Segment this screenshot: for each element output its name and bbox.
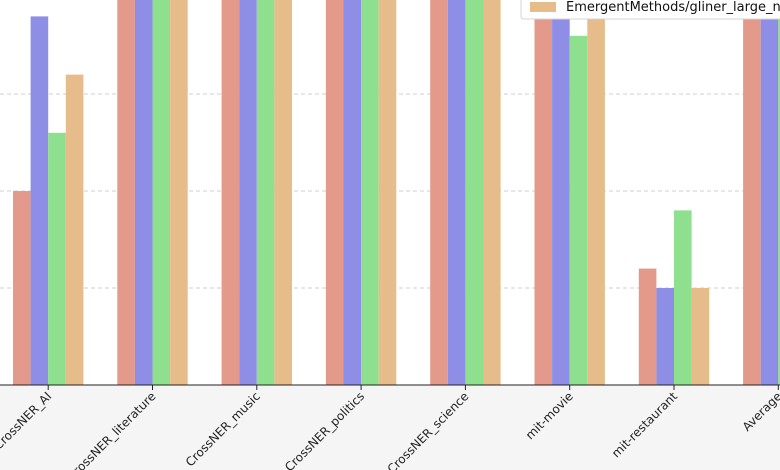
bar-mit-restaurant-series-1 xyxy=(638,268,657,385)
bar-crossner-music-series-1 xyxy=(221,0,240,385)
bar-mit-movie-series-2 xyxy=(552,0,570,385)
legend-swatch xyxy=(530,2,556,12)
bar-mit-movie-series-4 xyxy=(587,0,605,386)
bar-crossner-literature-series-2 xyxy=(134,0,153,386)
bar-mit-movie-series-3 xyxy=(569,35,588,386)
legend-label: EmergentMethods/gliner_large_news-v2.1 xyxy=(566,0,780,15)
bar-mit-restaurant-series-2 xyxy=(656,288,674,385)
bar-crossner-music-series-4 xyxy=(274,0,292,385)
tick-label-area xyxy=(0,385,780,470)
bar-average-series-2 xyxy=(760,0,779,386)
bar-mit-movie-series-1 xyxy=(534,0,553,386)
bars xyxy=(13,0,780,386)
legend: EmergentMethods/gliner_large_news-v2.1 xyxy=(520,0,780,20)
bar-crossner-literature-series-3 xyxy=(152,0,171,385)
bar-crossner-politics-series-2 xyxy=(343,0,362,385)
bar-crossner-music-series-2 xyxy=(239,0,257,385)
bar-crossner-literature-series-4 xyxy=(170,0,188,385)
bar-crossner-science-series-4 xyxy=(483,0,501,386)
bar-crossner-ai-series-3 xyxy=(48,132,66,385)
bar-crossner-ai-series-1 xyxy=(13,191,31,385)
bar-crossner-science-series-1 xyxy=(430,0,448,386)
bar-mit-restaurant-series-3 xyxy=(674,210,692,385)
bar-crossner-politics-series-3 xyxy=(361,0,379,386)
bar-crossner-science-series-3 xyxy=(465,0,483,385)
bar-crossner-literature-series-1 xyxy=(117,0,135,385)
bar-crossner-ai-series-2 xyxy=(30,16,49,386)
bar-average-series-1 xyxy=(743,0,761,385)
legend-frame xyxy=(520,0,780,20)
bar-crossner-politics-series-1 xyxy=(325,0,344,385)
bar-mit-restaurant-series-4 xyxy=(691,288,710,385)
bar-crossner-politics-series-4 xyxy=(378,0,397,385)
bar-crossner-science-series-2 xyxy=(447,0,466,385)
bar-crossner-music-series-3 xyxy=(256,0,275,385)
bar-crossner-ai-series-4 xyxy=(65,74,84,385)
bar-average-series-3 xyxy=(778,0,780,386)
